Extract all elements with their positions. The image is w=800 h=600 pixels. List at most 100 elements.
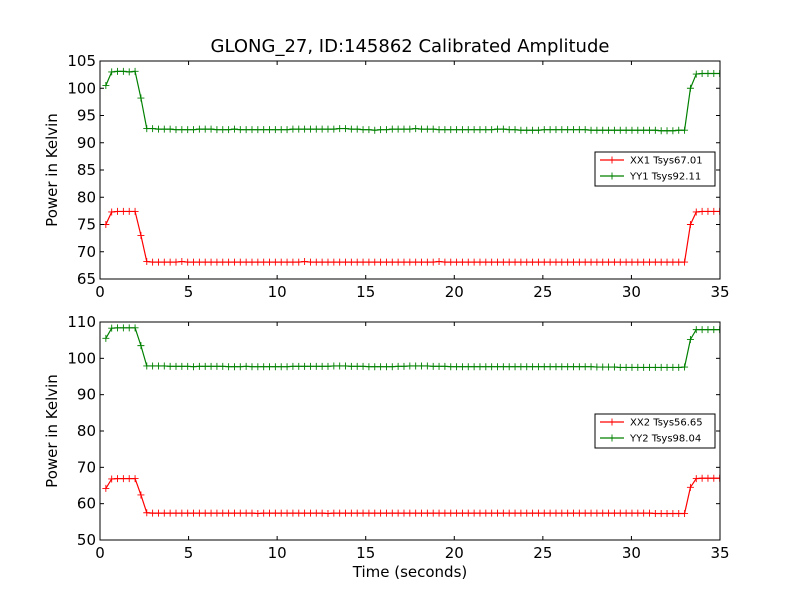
data-point-xx1 <box>342 258 350 266</box>
data-point-yy2 <box>651 363 659 371</box>
legend-label: XX2 Tsys56.65 <box>630 418 703 429</box>
data-point-xx2 <box>704 474 712 482</box>
data-point-xx2 <box>482 509 490 517</box>
data-point-xx1 <box>464 258 472 266</box>
data-point-yy2 <box>201 362 209 370</box>
data-point-xx1 <box>172 258 180 266</box>
data-point-xx1 <box>488 258 496 266</box>
data-point-yy2 <box>371 363 379 371</box>
data-point-yy1 <box>388 125 396 133</box>
data-point-yy1 <box>301 125 309 133</box>
data-point-yy2 <box>125 324 133 332</box>
y-tick-label: 80 <box>77 422 96 440</box>
data-point-xx2 <box>447 509 455 517</box>
data-point-yy2 <box>394 362 402 370</box>
data-point-xx1 <box>599 258 607 266</box>
data-point-yy2 <box>248 363 256 371</box>
data-point-xx2 <box>645 509 653 517</box>
data-point-xx2 <box>236 509 244 517</box>
data-point-xx1 <box>482 258 490 266</box>
data-point-yy2 <box>640 363 648 371</box>
data-point-yy2 <box>517 363 525 371</box>
data-point-yy1 <box>347 125 355 133</box>
data-point-xx2 <box>277 509 285 517</box>
data-point-xx2 <box>657 509 665 517</box>
data-point-yy1 <box>704 70 712 78</box>
data-point-xx1 <box>271 258 279 266</box>
data-point-yy2 <box>441 362 449 370</box>
data-point-xx1 <box>219 258 227 266</box>
data-point-xx2 <box>692 475 700 483</box>
data-point-xx1 <box>710 207 718 215</box>
y-tick-label: 70 <box>77 458 96 476</box>
data-point-xx1 <box>388 258 396 266</box>
data-point-xx2 <box>534 509 542 517</box>
data-point-yy2 <box>681 363 689 371</box>
data-point-xx2 <box>464 509 472 517</box>
data-point-xx2 <box>289 509 297 517</box>
data-point-yy1 <box>517 126 525 134</box>
x-tick-label: 0 <box>95 544 105 562</box>
data-point-xx1 <box>160 258 168 266</box>
data-point-xx1 <box>435 258 443 266</box>
data-point-xx1 <box>540 258 548 266</box>
data-point-xx2 <box>710 474 718 482</box>
data-point-xx1 <box>301 258 309 266</box>
data-point-yy1 <box>184 126 192 134</box>
axes-frame <box>99 321 721 541</box>
legend-marker <box>608 434 616 442</box>
data-point-xx2 <box>628 509 636 517</box>
data-point-xx2 <box>423 509 431 517</box>
data-point-xx2 <box>558 509 566 517</box>
data-point-yy2 <box>488 363 496 371</box>
data-point-xx2 <box>681 509 689 517</box>
data-point-xx2 <box>441 509 449 517</box>
data-point-xx2 <box>651 509 659 517</box>
data-point-xx2 <box>382 509 390 517</box>
data-point-xx1 <box>698 207 706 215</box>
data-point-yy2 <box>271 363 279 371</box>
data-point-yy1 <box>622 126 630 134</box>
data-point-yy2 <box>342 362 350 370</box>
y-axis-label: Power in Kelvin <box>43 374 61 488</box>
data-point-yy2 <box>418 362 426 370</box>
data-point-xx1 <box>119 207 127 215</box>
data-point-yy1 <box>201 125 209 133</box>
data-point-yy2 <box>213 362 221 370</box>
data-point-xx1 <box>377 258 385 266</box>
data-point-xx2 <box>131 475 139 483</box>
data-point-yy2 <box>686 335 694 343</box>
data-point-xx1 <box>125 207 133 215</box>
data-point-yy1 <box>195 125 203 133</box>
data-point-xx1 <box>423 258 431 266</box>
data-point-yy1 <box>464 126 472 134</box>
data-point-xx1 <box>587 258 595 266</box>
data-point-xx2 <box>306 509 314 517</box>
data-point-yy2 <box>154 362 162 370</box>
data-point-xx1 <box>236 258 244 266</box>
data-point-xx1 <box>289 258 297 266</box>
data-point-yy1 <box>377 126 385 134</box>
data-point-xx2 <box>552 509 560 517</box>
legend-label: YY1 Tsys92.11 <box>629 172 701 183</box>
data-point-xx1 <box>681 258 689 266</box>
data-point-xx2 <box>266 509 274 517</box>
data-point-yy1 <box>663 127 671 135</box>
y-tick-label: 65 <box>77 270 96 288</box>
legend-label: YY2 Tsys98.04 <box>629 434 701 445</box>
data-point-yy1 <box>207 125 215 133</box>
data-point-yy2 <box>622 363 630 371</box>
data-point-yy2 <box>336 362 344 370</box>
data-point-xx1 <box>394 258 402 266</box>
data-point-yy2 <box>657 363 665 371</box>
data-point-xx2 <box>546 509 554 517</box>
data-point-yy1 <box>318 125 326 133</box>
data-point-yy1 <box>359 126 367 134</box>
data-point-yy2 <box>359 362 367 370</box>
data-point-yy2 <box>260 363 268 371</box>
data-point-xx2 <box>698 474 706 482</box>
data-point-yy2 <box>634 363 642 371</box>
data-point-yy2 <box>540 363 548 371</box>
data-point-yy2 <box>552 363 560 371</box>
